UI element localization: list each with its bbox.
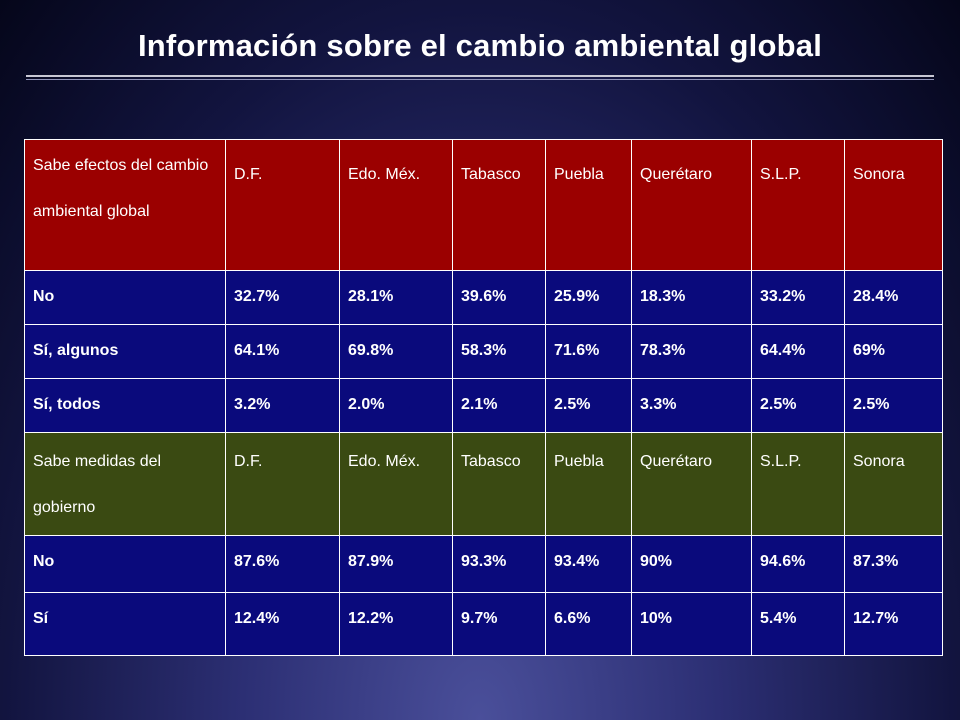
slide-title: Información sobre el cambio ambiental gl… (137, 28, 823, 63)
table-row: Sí, todos 3.2% 2.0% 2.1% 2.5% 3.3% 2.5% … (24, 378, 943, 433)
header-cell: Sabe efectos del cambio ambiental global (24, 139, 226, 271)
header-cell: Sonora (844, 139, 943, 271)
header-cell: D.F. (225, 432, 340, 536)
table-header-row: Sabe efectos del cambio ambiental global… (24, 139, 943, 271)
header-cell: Tabasco (452, 139, 546, 271)
header-cell: S.L.P. (751, 432, 845, 536)
table-cell: Sí, todos (24, 378, 226, 433)
table-cell: 93.4% (545, 535, 632, 593)
table-cell: 9.7% (452, 592, 546, 656)
table-cell: 71.6% (545, 324, 632, 379)
header-cell: Querétaro (631, 432, 752, 536)
table-cell: 2.0% (339, 378, 453, 433)
table-row: No 87.6% 87.9% 93.3% 93.4% 90% 94.6% 87.… (24, 535, 943, 593)
table-cell: No (24, 535, 226, 593)
table-cell: 87.3% (844, 535, 943, 593)
table-cell: 28.4% (844, 270, 943, 325)
table-cell: 2.5% (844, 378, 943, 433)
table-cell: 90% (631, 535, 752, 593)
table-cell: 39.6% (452, 270, 546, 325)
table-cell: 3.2% (225, 378, 340, 433)
table-cell: 10% (631, 592, 752, 656)
table-cell: 78.3% (631, 324, 752, 379)
table-header-row: Sabe medidas del gobierno D.F. Edo. Méx.… (24, 432, 943, 536)
header-cell: S.L.P. (751, 139, 845, 271)
table-cell: 25.9% (545, 270, 632, 325)
header-cell: Puebla (545, 432, 632, 536)
table-cell: 64.4% (751, 324, 845, 379)
title-divider (26, 75, 934, 80)
table-cell: 12.2% (339, 592, 453, 656)
table-cell: 12.7% (844, 592, 943, 656)
table-cell: 2.5% (545, 378, 632, 433)
table-cell: 3.3% (631, 378, 752, 433)
header-cell: Edo. Méx. (339, 432, 453, 536)
header-cell: Edo. Méx. (339, 139, 453, 271)
table-cell: 69.8% (339, 324, 453, 379)
header-cell: Puebla (545, 139, 632, 271)
table-cell: 2.1% (452, 378, 546, 433)
table-cell: 6.6% (545, 592, 632, 656)
table-cell: 18.3% (631, 270, 752, 325)
header-cell: D.F. (225, 139, 340, 271)
table-cell: Sí (24, 592, 226, 656)
table-cell: 33.2% (751, 270, 845, 325)
header-cell: Tabasco (452, 432, 546, 536)
table-cell: 87.9% (339, 535, 453, 593)
table-row: Sí, algunos 64.1% 69.8% 58.3% 71.6% 78.3… (24, 324, 943, 379)
table-cell: 5.4% (751, 592, 845, 656)
table-row: Sí 12.4% 12.2% 9.7% 6.6% 10% 5.4% 12.7% (24, 592, 943, 656)
table-cell: No (24, 270, 226, 325)
header-cell: Sonora (844, 432, 943, 536)
header-cell: Querétaro (631, 139, 752, 271)
table-cell: 2.5% (751, 378, 845, 433)
table-cell: 69% (844, 324, 943, 379)
table-cell: Sí, algunos (24, 324, 226, 379)
table-cell: 28.1% (339, 270, 453, 325)
table-cell: 87.6% (225, 535, 340, 593)
survey-table: Sabe efectos del cambio ambiental global… (24, 139, 943, 656)
table-cell: 32.7% (225, 270, 340, 325)
table-cell: 94.6% (751, 535, 845, 593)
table-row: No 32.7% 28.1% 39.6% 25.9% 18.3% 33.2% 2… (24, 270, 943, 325)
table-cell: 64.1% (225, 324, 340, 379)
table-cell: 12.4% (225, 592, 340, 656)
header-cell: Sabe medidas del gobierno (24, 432, 226, 536)
table-cell: 58.3% (452, 324, 546, 379)
table-cell: 93.3% (452, 535, 546, 593)
